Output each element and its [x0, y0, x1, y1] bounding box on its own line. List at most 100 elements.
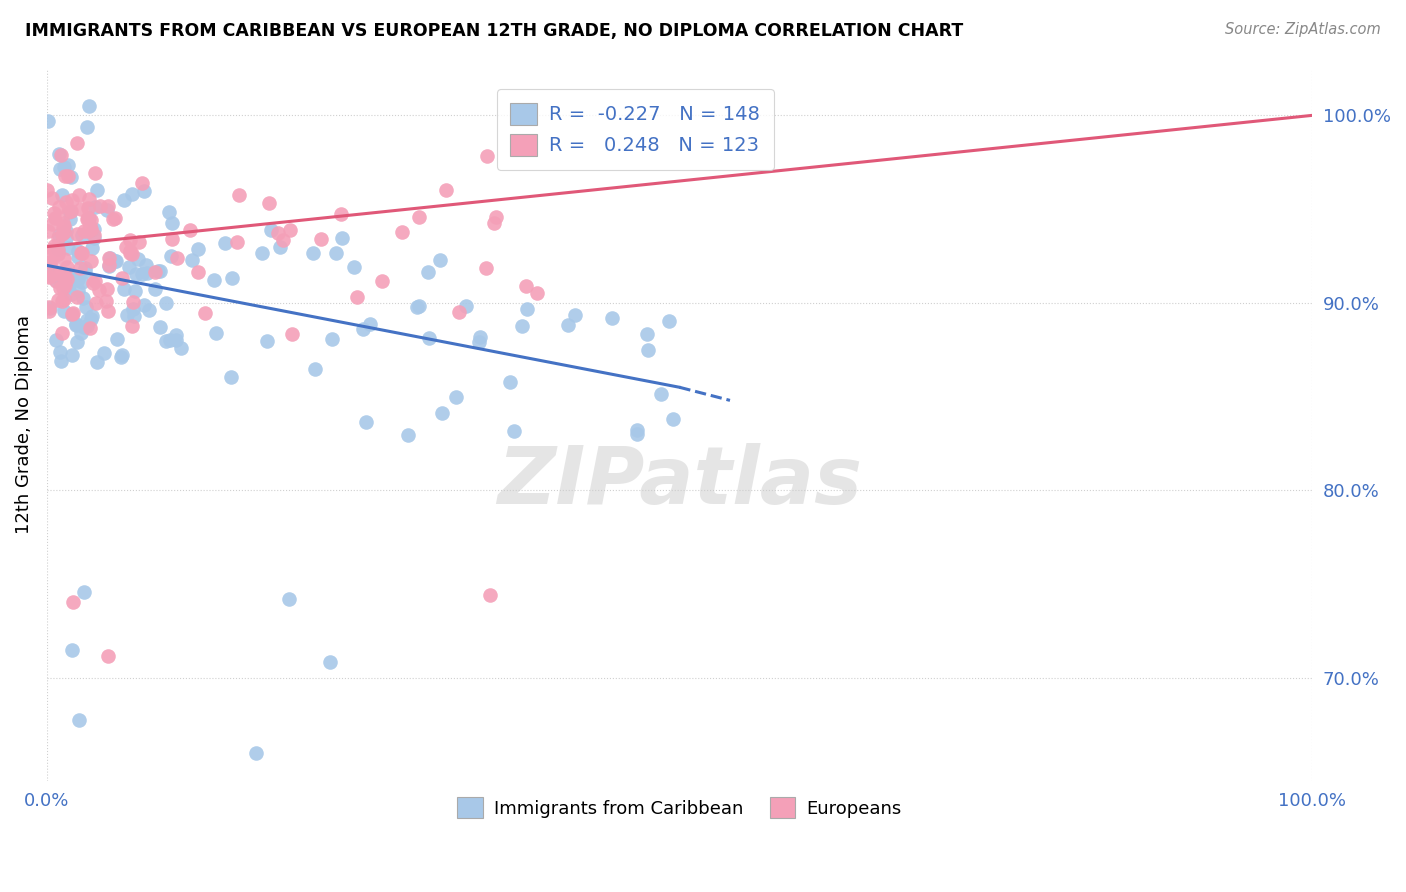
Point	[170, 341, 193, 355]
Point	[98, 251, 121, 265]
Point	[96, 282, 118, 296]
Point	[70, 246, 93, 260]
Point	[76, 201, 98, 215]
Point	[122, 295, 145, 310]
Point	[503, 425, 526, 439]
Point	[67, 244, 90, 259]
Point	[516, 301, 538, 316]
Point	[83, 228, 105, 243]
Point	[48, 227, 70, 242]
Point	[221, 271, 243, 285]
Point	[42, 242, 65, 256]
Point	[626, 423, 648, 437]
Point	[49, 161, 72, 176]
Point	[58, 267, 80, 281]
Point	[51, 293, 73, 308]
Point	[408, 299, 430, 313]
Point	[94, 293, 117, 308]
Point	[76, 211, 98, 226]
Point	[70, 246, 93, 260]
Point	[115, 240, 138, 254]
Point	[468, 334, 491, 349]
Point	[45, 333, 67, 347]
Point	[49, 345, 72, 359]
Point	[319, 655, 342, 669]
Point	[56, 280, 79, 294]
Legend: Immigrants from Caribbean, Europeans: Immigrants from Caribbean, Europeans	[450, 790, 908, 825]
Point	[202, 273, 225, 287]
Point	[48, 147, 70, 161]
Point	[89, 199, 111, 213]
Point	[66, 136, 89, 151]
Point	[37, 224, 59, 238]
Point	[79, 321, 101, 335]
Point	[97, 199, 120, 213]
Point	[84, 274, 107, 288]
Point	[418, 330, 440, 344]
Point	[118, 260, 141, 275]
Point	[62, 306, 84, 320]
Point	[38, 269, 60, 284]
Point	[38, 304, 60, 318]
Point	[59, 211, 82, 226]
Point	[98, 251, 121, 265]
Point	[83, 222, 105, 236]
Point	[321, 333, 343, 347]
Point	[58, 267, 80, 281]
Point	[115, 308, 138, 322]
Point	[84, 200, 107, 214]
Point	[526, 286, 548, 301]
Point	[256, 334, 278, 348]
Point	[105, 254, 128, 268]
Point	[56, 157, 79, 171]
Point	[121, 319, 143, 334]
Point	[111, 270, 134, 285]
Point	[70, 202, 93, 217]
Point	[49, 265, 72, 279]
Point	[96, 203, 118, 218]
Point	[73, 320, 96, 334]
Point	[45, 274, 67, 288]
Point	[104, 253, 127, 268]
Point	[39, 268, 62, 283]
Point	[65, 318, 87, 332]
Point	[309, 232, 332, 246]
Point	[60, 307, 83, 321]
Point	[41, 191, 63, 205]
Point	[72, 224, 94, 238]
Point	[134, 298, 156, 312]
Point	[55, 260, 77, 274]
Point	[131, 267, 153, 281]
Point	[67, 283, 90, 297]
Point	[165, 328, 187, 343]
Point	[250, 245, 273, 260]
Point	[44, 211, 66, 225]
Point	[187, 264, 209, 278]
Point	[86, 183, 108, 197]
Point	[121, 187, 143, 202]
Point	[56, 169, 79, 183]
Point	[82, 309, 104, 323]
Point	[105, 332, 128, 346]
Point	[53, 292, 76, 306]
Point	[121, 301, 143, 316]
Point	[269, 239, 291, 253]
Point	[53, 303, 76, 318]
Point	[46, 231, 69, 245]
Point	[179, 223, 201, 237]
Point	[37, 267, 59, 281]
Point	[302, 246, 325, 260]
Point	[77, 212, 100, 227]
Point	[118, 245, 141, 260]
Point	[51, 221, 73, 235]
Point	[62, 595, 84, 609]
Point	[257, 195, 280, 210]
Point	[79, 219, 101, 234]
Point	[214, 236, 236, 251]
Point	[408, 210, 430, 224]
Point	[482, 216, 505, 230]
Point	[73, 264, 96, 278]
Point	[72, 291, 94, 305]
Point	[122, 309, 145, 323]
Point	[499, 376, 522, 390]
